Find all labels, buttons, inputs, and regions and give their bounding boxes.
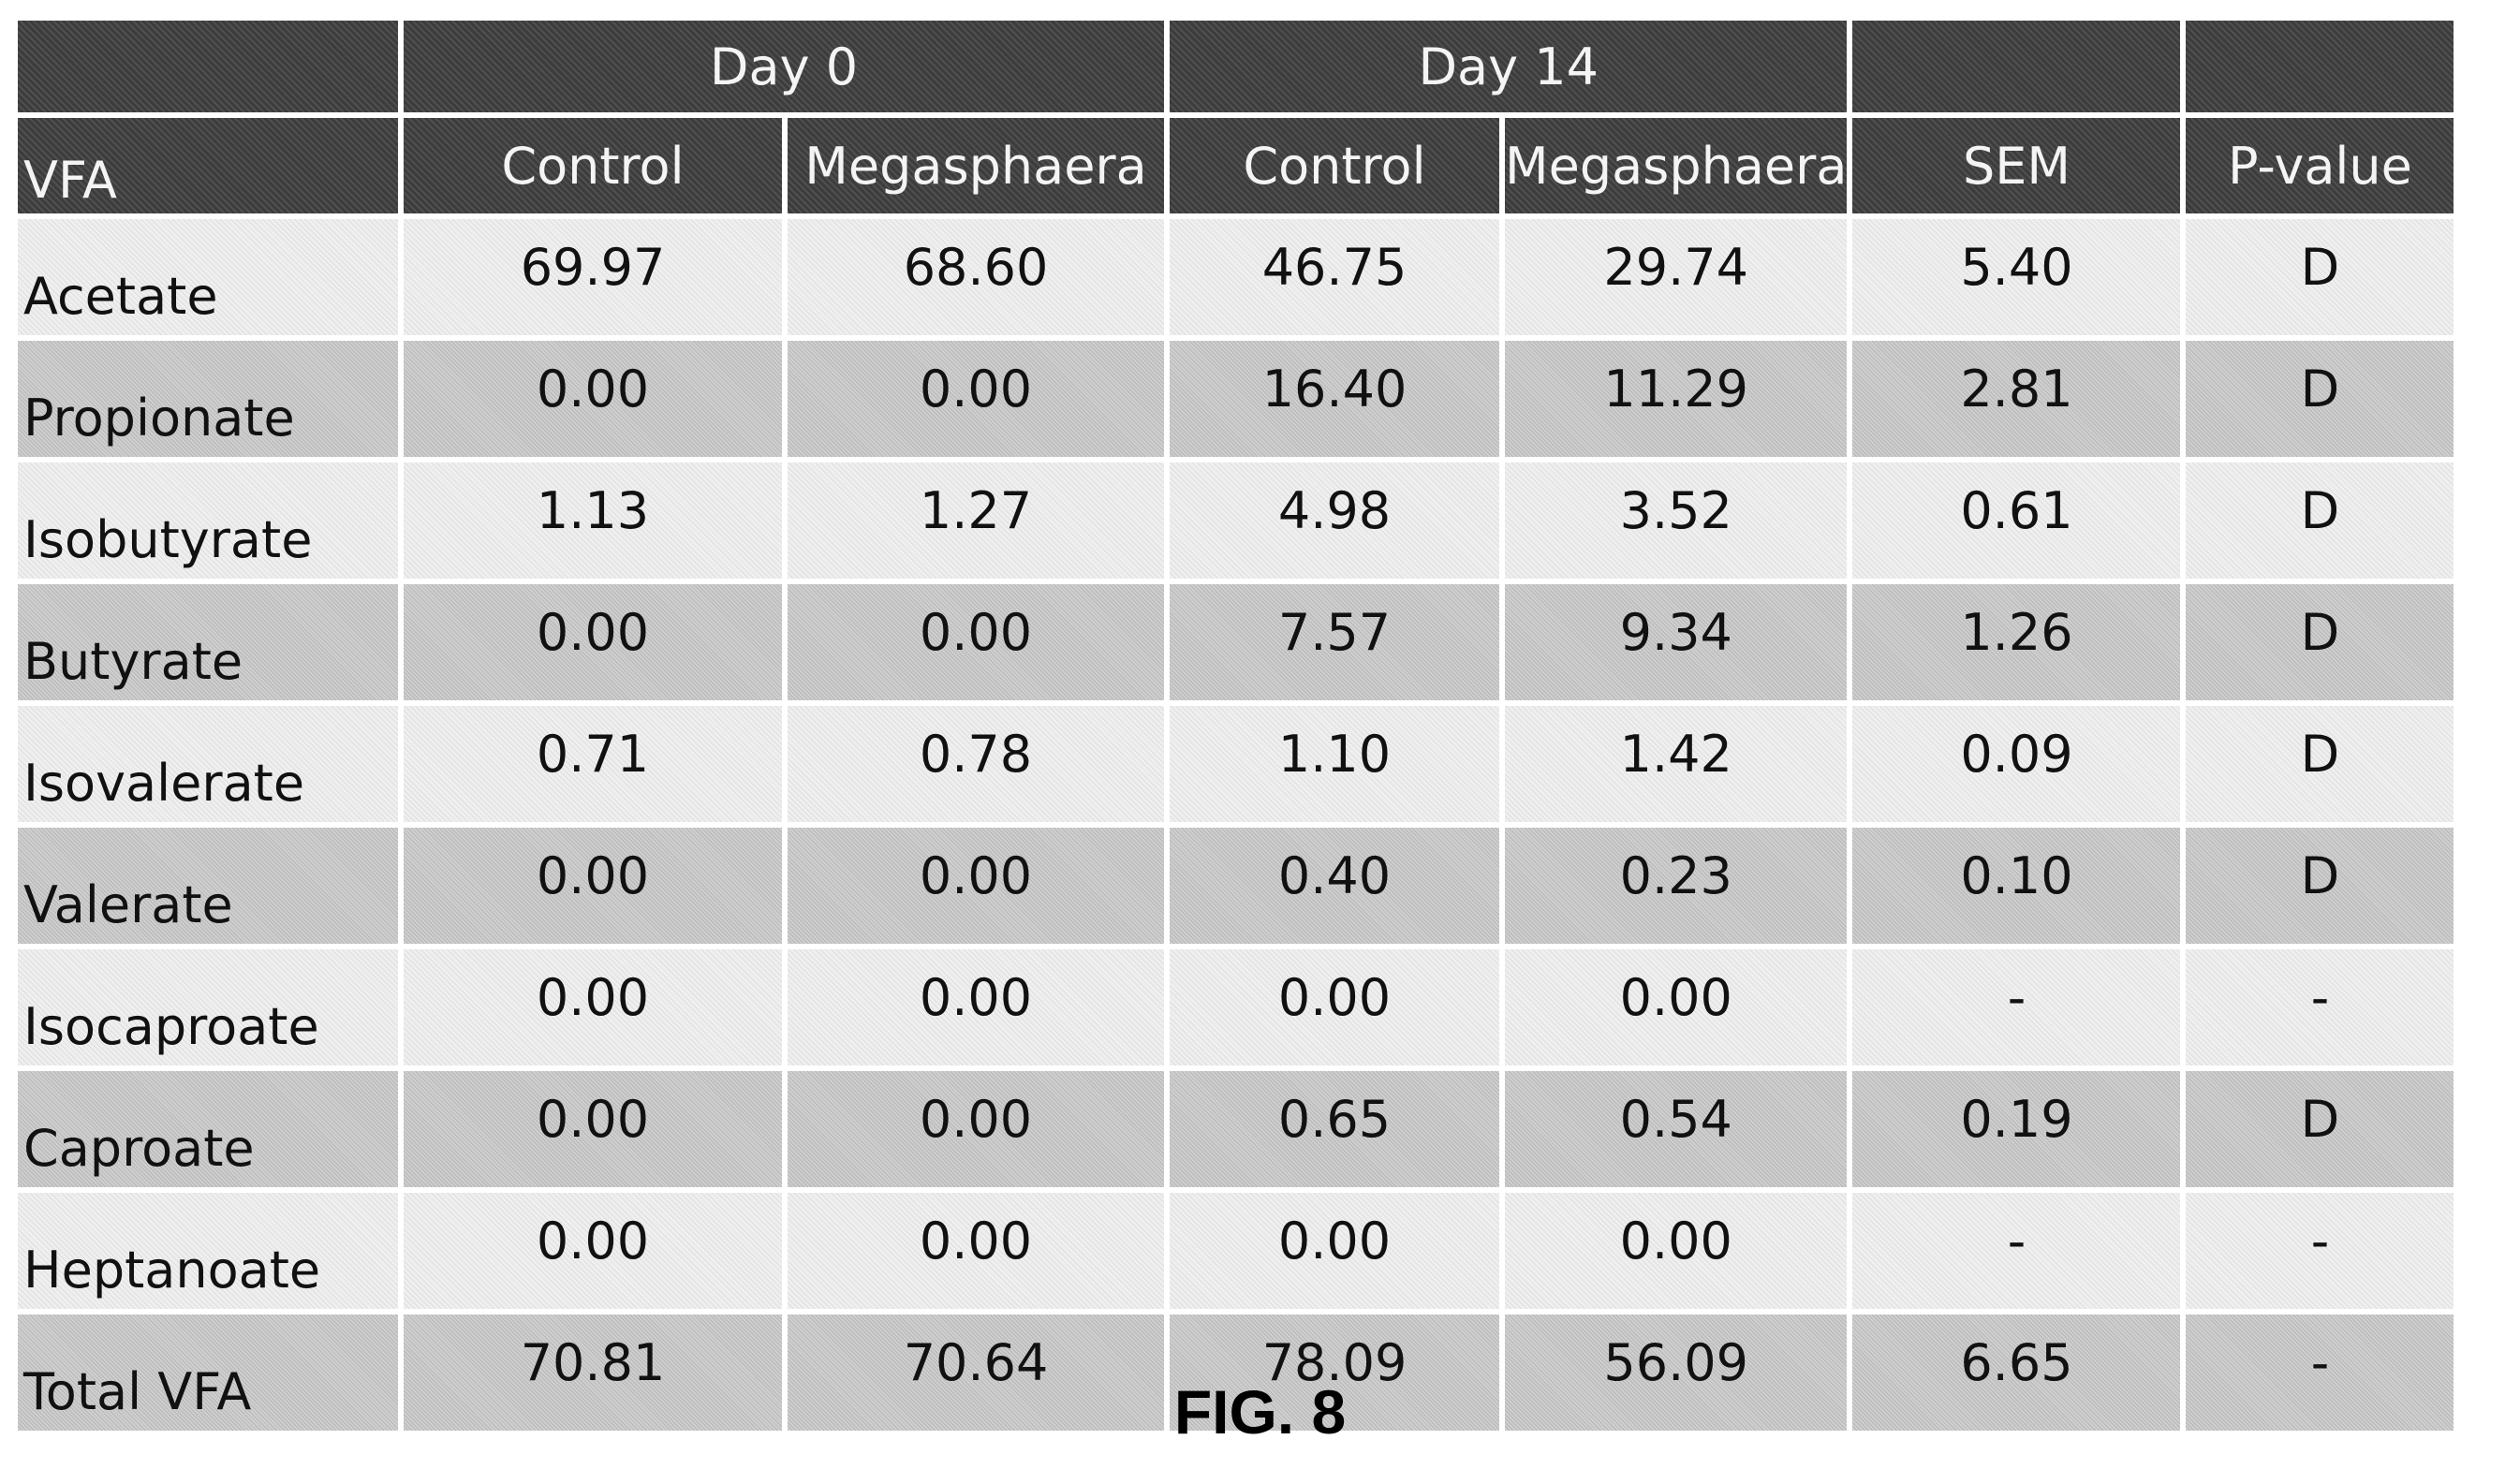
cell-sem: 5.40 (1852, 219, 2181, 335)
cell-day14-control: 7.57 (1170, 584, 1499, 700)
cell-day14-megasphaera: 0.54 (1505, 1071, 1848, 1187)
cell-sem: - (1852, 949, 2181, 1065)
cell-sem: 0.19 (1852, 1071, 2181, 1187)
cell-vfa: Valerate (18, 828, 398, 944)
table-row: Isocaproate 0.00 0.00 0.00 0.00 - - (18, 949, 2454, 1065)
cell-day14-control: 46.75 (1170, 219, 1499, 335)
cell-day0-control: 0.71 (404, 706, 782, 822)
cell-sem: 1.26 (1852, 584, 2181, 700)
cell-day0-control: 0.00 (404, 584, 782, 700)
cell-day0-control: 0.00 (404, 1071, 782, 1187)
cell-day14-megasphaera: 0.23 (1505, 828, 1848, 944)
group-header-empty-sem (1852, 21, 2181, 112)
cell-day0-megasphaera: 68.60 (788, 219, 1164, 335)
cell-day14-control: 16.40 (1170, 341, 1499, 457)
cell-day0-megasphaera: 0.00 (788, 584, 1164, 700)
cell-sem: 0.10 (1852, 828, 2181, 944)
cell-sem: 0.09 (1852, 706, 2181, 822)
cell-p-value: - (2186, 1315, 2454, 1431)
figure-caption: FIG. 8 (1173, 1377, 1347, 1447)
cell-vfa: Butyrate (18, 584, 398, 700)
cell-vfa: Isovalerate (18, 706, 398, 822)
cell-p-value: D (2186, 341, 2454, 457)
cell-day14-control: 0.40 (1170, 828, 1499, 944)
cell-p-value: D (2186, 584, 2454, 700)
cell-p-value: - (2186, 1193, 2454, 1309)
table-row: Total VFA 70.81 70.64 78.09 56.09 6.65 - (18, 1315, 2454, 1431)
table-row: Heptanoate 0.00 0.00 0.00 0.00 - - (18, 1193, 2454, 1309)
cell-vfa: Isobutyrate (18, 463, 398, 579)
cell-sem: - (1852, 1193, 2181, 1309)
vfa-table: Day 0 Day 14 VFA Control Megasphaera Con… (12, 15, 2459, 1436)
cell-day0-control: 0.00 (404, 1193, 782, 1309)
col-header-day0-control: Control (404, 118, 782, 213)
cell-vfa: Caproate (18, 1071, 398, 1187)
group-header-empty-p (2186, 21, 2454, 112)
cell-sem: 0.61 (1852, 463, 2181, 579)
cell-p-value: D (2186, 828, 2454, 944)
cell-p-value: D (2186, 706, 2454, 822)
col-header-sem: SEM (1852, 118, 2181, 213)
cell-day14-megasphaera: 29.74 (1505, 219, 1848, 335)
cell-day0-megasphaera: 0.00 (788, 1193, 1164, 1309)
cell-day14-control: 1.10 (1170, 706, 1499, 822)
table-row: Acetate 69.97 68.60 46.75 29.74 5.40 D (18, 219, 2454, 335)
table-row: Isobutyrate 1.13 1.27 4.98 3.52 0.61 D (18, 463, 2454, 579)
cell-vfa: Heptanoate (18, 1193, 398, 1309)
cell-day0-megasphaera: 0.00 (788, 341, 1164, 457)
cell-day0-megasphaera: 0.00 (788, 949, 1164, 1065)
cell-sem: 6.65 (1852, 1315, 2181, 1431)
table-row: Valerate 0.00 0.00 0.40 0.23 0.10 D (18, 828, 2454, 944)
cell-vfa: Propionate (18, 341, 398, 457)
cell-day14-control: 78.09 (1170, 1315, 1499, 1431)
cell-day14-megasphaera: 0.00 (1505, 1193, 1848, 1309)
cell-day0-control: 70.81 (404, 1315, 782, 1431)
group-header-empty (18, 21, 398, 112)
group-header-day14: Day 14 (1170, 21, 1848, 112)
cell-p-value: D (2186, 1071, 2454, 1187)
cell-vfa: Isocaproate (18, 949, 398, 1065)
cell-day14-megasphaera: 56.09 (1505, 1315, 1848, 1431)
cell-day14-control: 4.98 (1170, 463, 1499, 579)
cell-day14-control: 0.65 (1170, 1071, 1499, 1187)
cell-day0-megasphaera: 70.64 (788, 1315, 1164, 1431)
col-header-p-value: P-value (2186, 118, 2454, 213)
table-row: Propionate 0.00 0.00 16.40 11.29 2.81 D (18, 341, 2454, 457)
cell-day0-megasphaera: 1.27 (788, 463, 1164, 579)
cell-day0-megasphaera: 0.00 (788, 1071, 1164, 1187)
cell-day0-control: 0.00 (404, 828, 782, 944)
group-header-row: Day 0 Day 14 (18, 21, 2454, 112)
col-header-day14-control: Control (1170, 118, 1499, 213)
cell-day0-control: 1.13 (404, 463, 782, 579)
cell-p-value: D (2186, 463, 2454, 579)
cell-day0-control: 69.97 (404, 219, 782, 335)
group-header-day0: Day 0 (404, 21, 1164, 112)
cell-day14-megasphaera: 0.00 (1505, 949, 1848, 1065)
cell-day0-control: 0.00 (404, 949, 782, 1065)
table-row: Isovalerate 0.71 0.78 1.10 1.42 0.09 D (18, 706, 2454, 822)
cell-day0-megasphaera: 0.78 (788, 706, 1164, 822)
cell-vfa: Total VFA (18, 1315, 398, 1431)
cell-p-value: D (2186, 219, 2454, 335)
cell-vfa: Acetate (18, 219, 398, 335)
cell-day14-control: 0.00 (1170, 1193, 1499, 1309)
cell-day0-megasphaera: 0.00 (788, 828, 1164, 944)
column-header-row: VFA Control Megasphaera Control Megaspha… (18, 118, 2454, 213)
table-row: Caproate 0.00 0.00 0.65 0.54 0.19 D (18, 1071, 2454, 1187)
cell-day14-control: 0.00 (1170, 949, 1499, 1065)
cell-p-value: - (2186, 949, 2454, 1065)
cell-day14-megasphaera: 1.42 (1505, 706, 1848, 822)
cell-day14-megasphaera: 3.52 (1505, 463, 1848, 579)
cell-day14-megasphaera: 9.34 (1505, 584, 1848, 700)
cell-day0-control: 0.00 (404, 341, 782, 457)
cell-day14-megasphaera: 11.29 (1505, 341, 1848, 457)
cell-sem: 2.81 (1852, 341, 2181, 457)
col-header-vfa: VFA (18, 118, 398, 213)
col-header-day0-megasphaera: Megasphaera (788, 118, 1164, 213)
col-header-day14-megasphaera: Megasphaera (1505, 118, 1848, 213)
table-row: Butyrate 0.00 0.00 7.57 9.34 1.26 D (18, 584, 2454, 700)
